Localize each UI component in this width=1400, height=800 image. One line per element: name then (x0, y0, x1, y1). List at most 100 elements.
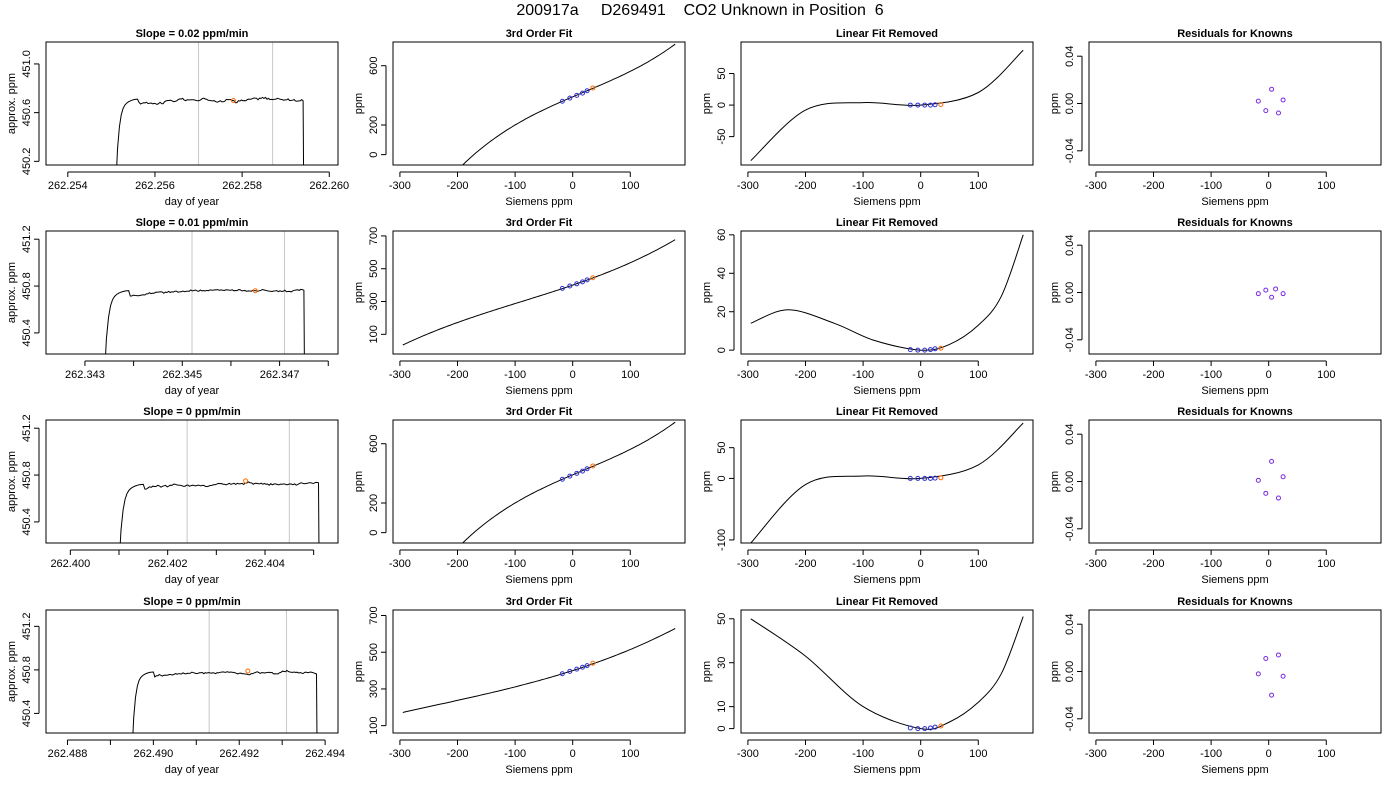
x-axis-label: Siemens ppm (505, 764, 572, 776)
x-tick-label: -200 (1142, 558, 1164, 570)
x-tick-label: 0 (570, 180, 576, 192)
x-tick-label: 0 (570, 369, 576, 381)
y-tick-label: 30 (716, 657, 728, 669)
data-layer (1255, 286, 1286, 300)
known-point (915, 475, 921, 481)
x-axis-label: Siemens ppm (505, 385, 572, 397)
x-tick-label: 0 (1266, 180, 1272, 192)
plot-frame (740, 230, 1034, 355)
x-tick-label: -200 (794, 180, 816, 192)
x-axis-label: Siemens ppm (1201, 764, 1268, 776)
unknown-point (938, 101, 944, 107)
x-tick-label: -200 (794, 369, 816, 381)
panel-title: Linear Fit Removed (836, 596, 938, 608)
y-tick-label: -50 (716, 129, 728, 145)
data-layer (132, 668, 318, 733)
x-tick-label: 100 (1317, 558, 1335, 570)
y-tick-label: -0.04 (1064, 516, 1076, 541)
unknown-point (938, 345, 944, 351)
known-point (574, 92, 580, 98)
known-point (559, 285, 565, 291)
known-point (567, 668, 573, 674)
x-tick-label: -200 (1142, 180, 1164, 192)
fit-curve (402, 628, 676, 713)
y-tick-label: 451.2 (21, 414, 33, 442)
x-tick-label: 100 (1317, 369, 1335, 381)
y-tick-label: 50 (716, 613, 728, 625)
x-axis-label: Siemens ppm (505, 196, 572, 208)
panel-linear_removed-row3: Linear Fit Removed -300 -200 -100 0 100 0 10 30 5… (701, 596, 1034, 776)
x-axis-label: day of year (165, 574, 220, 586)
y-tick-label: 451.2 (21, 225, 33, 253)
plot-frame (740, 609, 1034, 734)
data-layer (402, 239, 676, 346)
x-tick-label: 0 (1266, 558, 1272, 570)
x-tick-label: 100 (621, 558, 639, 570)
plot-frame (1088, 609, 1382, 734)
x-tick-label: 100 (1317, 180, 1335, 192)
y-tick-label: 300 (368, 292, 380, 310)
residual-point (1280, 673, 1286, 679)
x-axis-label: Siemens ppm (853, 196, 920, 208)
known-point (927, 725, 933, 731)
unknown-point (590, 463, 596, 469)
y-tick-label: 450.4 (21, 700, 33, 728)
unknown-point (938, 723, 944, 729)
known-point (559, 98, 565, 104)
y-axis-label: ppm (1049, 282, 1061, 303)
residual-point (1263, 655, 1269, 661)
plot-frame (740, 419, 1034, 544)
y-axis-label: approx. ppm (6, 641, 18, 702)
residual-point (1255, 98, 1261, 104)
y-tick-label: -0.04 (1064, 706, 1076, 731)
x-axis-label: day of year (165, 196, 220, 208)
known-point (932, 475, 938, 481)
panel-fit3-row1: 3rd Order Fit -300 -200 -100 0 100 100 300 500 70… (353, 217, 686, 397)
residual-point (1255, 477, 1261, 483)
x-tick-label: -200 (794, 748, 816, 760)
x-tick-label: -300 (389, 180, 411, 192)
x-axis-label: Siemens ppm (1201, 385, 1268, 397)
y-axis-label: ppm (701, 661, 713, 682)
x-tick-label: 262.492 (219, 748, 259, 760)
x-tick-label: -300 (737, 180, 759, 192)
data-layer (119, 478, 320, 543)
known-point (927, 475, 933, 481)
panel-residuals-row2: Residuals for Knowns -300 -200 -100 0 100 -0.0… (1049, 406, 1382, 586)
plot-frame (45, 41, 339, 166)
y-tick-label: 600 (368, 435, 380, 453)
residual-point (1275, 495, 1281, 501)
data-layer (116, 96, 305, 165)
y-tick-label: 0 (716, 347, 728, 353)
unknown-point (245, 668, 251, 674)
x-tick-label: 262.490 (133, 748, 173, 760)
fit-curve (750, 49, 1024, 161)
residual-point (1275, 110, 1281, 116)
y-axis-label: ppm (1049, 93, 1061, 114)
panel-timeseries-row2: Slope = 0 ppm/min 262.400 262.402 262.404 45… (6, 406, 339, 586)
y-tick-label: 40 (716, 267, 728, 279)
data-layer (402, 628, 676, 713)
panel-linear_removed-row2: Linear Fit Removed -300 -200 -100 0 100 -100 0 5… (701, 406, 1034, 586)
x-tick-label: -100 (852, 369, 874, 381)
x-tick-label: 262.347 (260, 369, 300, 381)
data-layer (461, 43, 676, 165)
residual-point (1269, 458, 1275, 464)
panel-title: 3rd Order Fit (506, 596, 573, 608)
x-tick-label: 262.345 (162, 369, 202, 381)
x-tick-label: -300 (737, 748, 759, 760)
x-tick-label: -300 (389, 558, 411, 570)
panel-timeseries-row3: Slope = 0 ppm/min 262.488 262.490 262.492 26… (6, 596, 345, 776)
y-tick-label: 0.00 (1064, 93, 1076, 114)
y-tick-label: 451.0 (21, 50, 33, 78)
plot-frame (45, 230, 339, 355)
y-tick-label: 450.8 (21, 461, 33, 489)
known-point (932, 346, 938, 352)
x-axis-label: Siemens ppm (1201, 196, 1268, 208)
x-tick-label: -300 (1085, 748, 1107, 760)
x-tick-label: -300 (389, 748, 411, 760)
x-tick-label: 0 (570, 558, 576, 570)
x-tick-label: -100 (852, 180, 874, 192)
x-tick-label: -300 (1085, 558, 1107, 570)
panel-residuals-row1: Residuals for Knowns -300 -200 -100 0 100 -0.0… (1049, 217, 1382, 397)
